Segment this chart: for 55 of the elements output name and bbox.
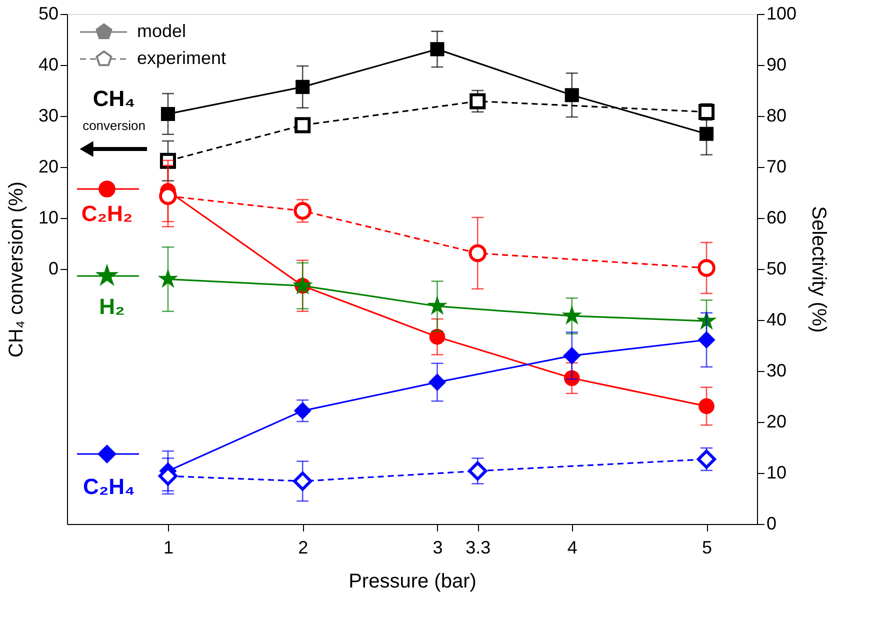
point (428, 374, 446, 391)
y2-tick-label: 100 (766, 4, 797, 24)
y2-tick-label: 60 (766, 208, 787, 228)
point (294, 117, 311, 134)
point (158, 270, 178, 288)
point (699, 126, 714, 141)
x-tick-label: 1 (163, 538, 174, 558)
point (563, 347, 580, 364)
y-tick-label: 50 (38, 4, 58, 24)
y2-tick-label: 90 (766, 54, 787, 74)
point (470, 93, 486, 110)
x-tick-label: 5 (702, 538, 712, 558)
x-axis-title: Pressure (bar) (348, 570, 476, 592)
y-axis-title: CH₄ conversion (%) (5, 182, 28, 358)
annotation: conversion (82, 118, 146, 133)
y2-axis-title: Selectivity (%) (808, 206, 830, 333)
point (562, 306, 582, 324)
x-tick-label: 3 (432, 538, 443, 558)
point (698, 398, 714, 414)
point (428, 296, 446, 314)
point (696, 450, 716, 469)
y-tick-label: 40 (38, 54, 58, 74)
x-tick-label: 4 (567, 538, 578, 558)
legend-label: H₂ (99, 294, 125, 319)
y2-tick-label: 0 (766, 514, 777, 534)
point (160, 106, 175, 121)
x-tick-label: 3.3 (466, 538, 491, 558)
point (430, 42, 444, 56)
point (294, 402, 312, 420)
y2-tick-label: 80 (766, 106, 787, 126)
y-tick-label: 30 (38, 106, 58, 126)
y2-tick-label: 10 (766, 462, 787, 482)
annotation: CH₄ (92, 86, 136, 111)
point (698, 259, 716, 277)
y2-tick-label: 20 (766, 412, 787, 432)
annotation: experiment (137, 48, 226, 68)
point (564, 88, 579, 102)
y-tick-label: 10 (38, 208, 58, 228)
y2-tick-label: 30 (766, 360, 787, 380)
x-tick-label: 2 (298, 538, 308, 558)
y-tick-label: 0 (48, 258, 58, 278)
legend-label: C₂H₂ (81, 201, 133, 226)
point (296, 80, 310, 94)
y2-tick-label: 50 (766, 258, 787, 278)
y2-tick-label: 40 (766, 310, 787, 330)
y-tick-label: 20 (38, 156, 58, 176)
annotation: model (137, 21, 186, 41)
legend-label: C₂H₄ (82, 474, 136, 499)
point (468, 244, 487, 262)
point (698, 331, 716, 348)
point (293, 472, 312, 491)
point (468, 461, 488, 481)
point (294, 202, 312, 220)
point (429, 328, 446, 345)
y2-tick-label: 70 (766, 156, 787, 176)
